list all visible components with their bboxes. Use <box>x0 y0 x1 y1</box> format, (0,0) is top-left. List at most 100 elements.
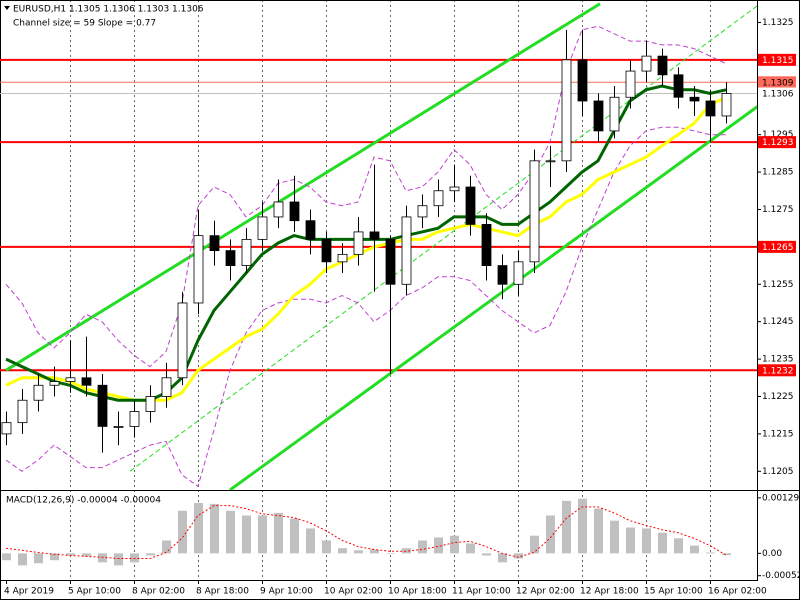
histogram-bar <box>610 520 619 554</box>
histogram-bar <box>2 553 11 561</box>
price-box <box>758 87 796 100</box>
histogram-bar <box>706 552 715 554</box>
channel-line <box>229 105 757 490</box>
histogram-bar <box>594 508 603 554</box>
candle-body <box>641 55 652 72</box>
histogram-bar <box>690 545 699 554</box>
price-box-label: 1.1293 <box>762 138 794 148</box>
y-tick-label: 1.1245 <box>762 317 794 327</box>
candle-body <box>609 96 620 132</box>
candle-body <box>129 411 140 427</box>
histogram-bar <box>418 540 427 554</box>
chart-title: EURUSD,H1 1.1305 1.1306 1.1303 1.1306 <box>13 5 204 15</box>
histogram-bar <box>162 540 171 554</box>
histogram-bar <box>210 503 219 554</box>
histogram-bar <box>562 500 571 554</box>
candle-body <box>337 253 348 263</box>
histogram-bar <box>98 553 107 563</box>
channel-line <box>5 2 601 372</box>
candle-body <box>241 238 252 266</box>
candle-body <box>161 377 172 397</box>
histogram-bar <box>178 510 187 554</box>
candle-body <box>657 55 668 76</box>
histogram-bar <box>82 553 91 557</box>
histogram-bar <box>450 535 459 554</box>
histogram-bar <box>274 512 283 554</box>
histogram-bar <box>482 553 491 556</box>
indicator-line <box>5 95 727 402</box>
indicator-line <box>5 84 727 402</box>
histogram-bar <box>242 515 251 554</box>
candle-body <box>449 186 460 192</box>
y-tick-label: 1.1275 <box>762 205 794 215</box>
histogram-bar <box>578 498 587 554</box>
histogram-bar <box>130 553 139 563</box>
candle-body <box>209 235 220 252</box>
candle-body <box>257 216 268 240</box>
candle-body <box>353 231 364 255</box>
y-tick-label: 1.1325 <box>762 18 794 28</box>
histogram-bar <box>546 515 555 554</box>
histogram-bar <box>642 528 651 554</box>
candle-body <box>225 250 236 266</box>
candle-body <box>369 231 380 240</box>
candle-body <box>577 59 588 102</box>
price-box <box>758 76 796 89</box>
candle-body <box>385 238 396 285</box>
histogram-bar <box>626 527 635 554</box>
y-tick-label: 0.00 <box>762 549 782 559</box>
x-tick-label: 12 Apr 02:00 <box>516 587 575 597</box>
y-tick-label: 1.1255 <box>762 280 794 290</box>
histogram-bar <box>194 503 203 554</box>
candle-body <box>433 190 444 207</box>
candle-body <box>673 74 684 98</box>
candle-body <box>33 384 44 401</box>
candle-body <box>289 201 300 222</box>
histogram-bar <box>306 528 315 554</box>
y-tick-label: -0.00052 <box>762 571 800 581</box>
indicator-line <box>5 126 726 488</box>
x-tick-label: 11 Apr 10:00 <box>452 587 511 597</box>
candle-body <box>417 205 428 218</box>
candle-body <box>529 160 540 263</box>
y-tick-label: 0.00129 <box>762 493 799 503</box>
price-box <box>758 136 796 149</box>
plot-area <box>0 2 757 490</box>
x-tick-label: 8 Apr 02:00 <box>132 587 185 597</box>
histogram-bar <box>114 553 123 566</box>
histogram-bar <box>18 553 27 566</box>
y-tick-label: 1.1225 <box>762 392 794 402</box>
y-tick-label: 1.1285 <box>762 168 794 178</box>
candle-body <box>497 265 508 285</box>
histogram-bar <box>290 518 299 554</box>
candle-body <box>513 261 524 285</box>
histogram-bar <box>386 553 395 554</box>
candle-body <box>145 396 156 412</box>
histogram-bar <box>354 550 363 554</box>
y-tick-label: 1.1295 <box>762 130 794 140</box>
histogram-bar <box>498 553 507 563</box>
candle-body <box>193 235 204 304</box>
candle-body <box>721 93 732 117</box>
candle-body <box>593 100 604 132</box>
price-box-label: 1.1265 <box>762 243 794 253</box>
price-box <box>758 364 796 377</box>
price-box-label: 1.1309 <box>762 78 794 88</box>
histogram-bar <box>146 553 155 556</box>
histogram-bar <box>434 537 443 554</box>
candle-body <box>49 381 60 386</box>
candle-body <box>465 186 476 225</box>
candle-body <box>1 422 12 435</box>
histogram-bar <box>658 532 667 554</box>
price-box-label: 1.1306 <box>762 90 794 100</box>
candle-body <box>81 377 92 386</box>
candle-body <box>321 238 332 263</box>
histogram-bar <box>338 548 347 554</box>
candle-body <box>113 426 124 428</box>
x-tick-label: 9 Apr 10:00 <box>260 587 313 597</box>
channel-line <box>129 5 757 472</box>
price-box <box>758 53 796 66</box>
histogram-bar <box>466 543 475 554</box>
